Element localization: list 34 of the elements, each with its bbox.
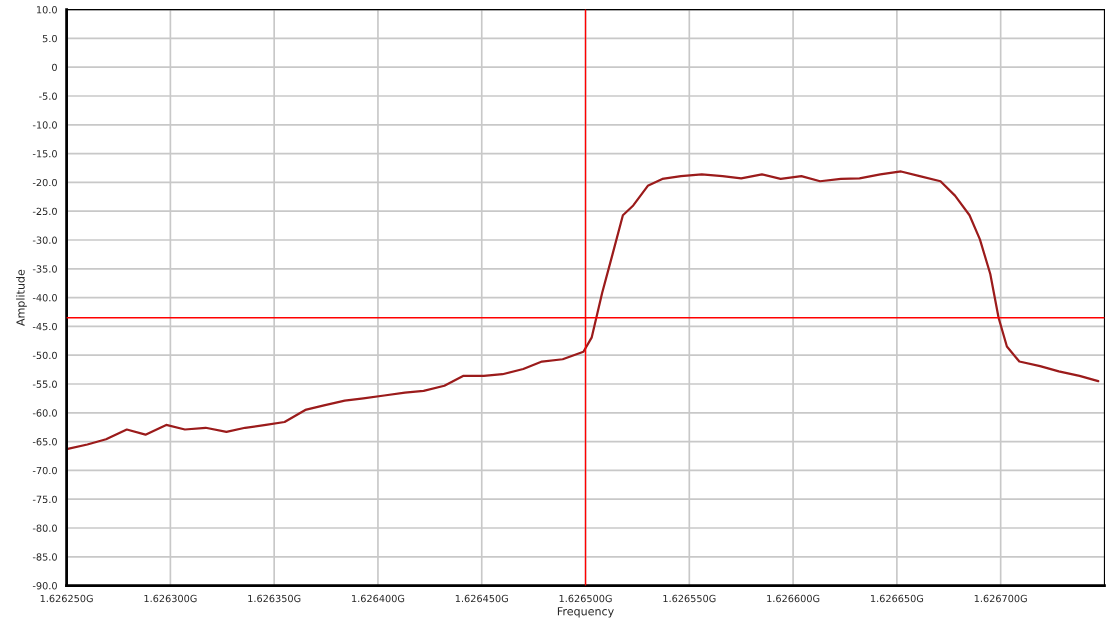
x-tick-label: 1.626550G <box>663 594 716 603</box>
y-tick-label: -35.0 <box>32 265 57 273</box>
y-tick-label: -50.0 <box>32 351 57 360</box>
x-tick-label: 1.626700G <box>974 594 1027 603</box>
y-tick-label: -70.0 <box>32 466 57 475</box>
y-tick-label: -55.0 <box>32 380 57 388</box>
y-tick-label: -90.0 <box>32 582 57 590</box>
y-tick-label: -60.0 <box>32 409 57 417</box>
x-tick-label: 1.626300G <box>144 594 197 603</box>
x-tick-label: 1.626650G <box>870 594 924 603</box>
y-tick-label: 10.0 <box>36 6 57 14</box>
x-tick-label: 1.626400G <box>352 594 405 603</box>
y-tick-label: -25.0 <box>32 207 57 216</box>
y-tick-label: 0 <box>52 63 57 72</box>
y-tick-label: -20.0 <box>32 178 57 187</box>
x-tick-label: 1.626350G <box>248 594 301 603</box>
y-tick-label: -85.0 <box>32 553 57 561</box>
y-tick-label: -40.0 <box>32 294 57 302</box>
y-tick-label: -65.0 <box>32 438 57 446</box>
y-tick-label: -5.0 <box>39 92 57 100</box>
y-tick-label: -45.0 <box>32 322 57 331</box>
y-tick-label: -80.0 <box>32 524 57 532</box>
line-series <box>66 170 1100 451</box>
x-tick-label: 1.626500G <box>559 594 612 603</box>
y-tick-label: -75.0 <box>32 495 57 504</box>
x-tick-label: 1.626250G <box>40 594 93 603</box>
y-tick-label: -15.0 <box>32 150 57 158</box>
x-tick-label: 1.626600G <box>767 594 820 603</box>
y-tick-label: -30.0 <box>32 236 57 244</box>
y-tick-label: -10.0 <box>32 121 57 129</box>
x-tick-label: 1.626450G <box>455 594 508 603</box>
x-axis-title: Frequency <box>557 607 614 618</box>
y-tick-label: 5.0 <box>42 34 57 43</box>
y-axis-title: Amplitude <box>16 269 27 326</box>
